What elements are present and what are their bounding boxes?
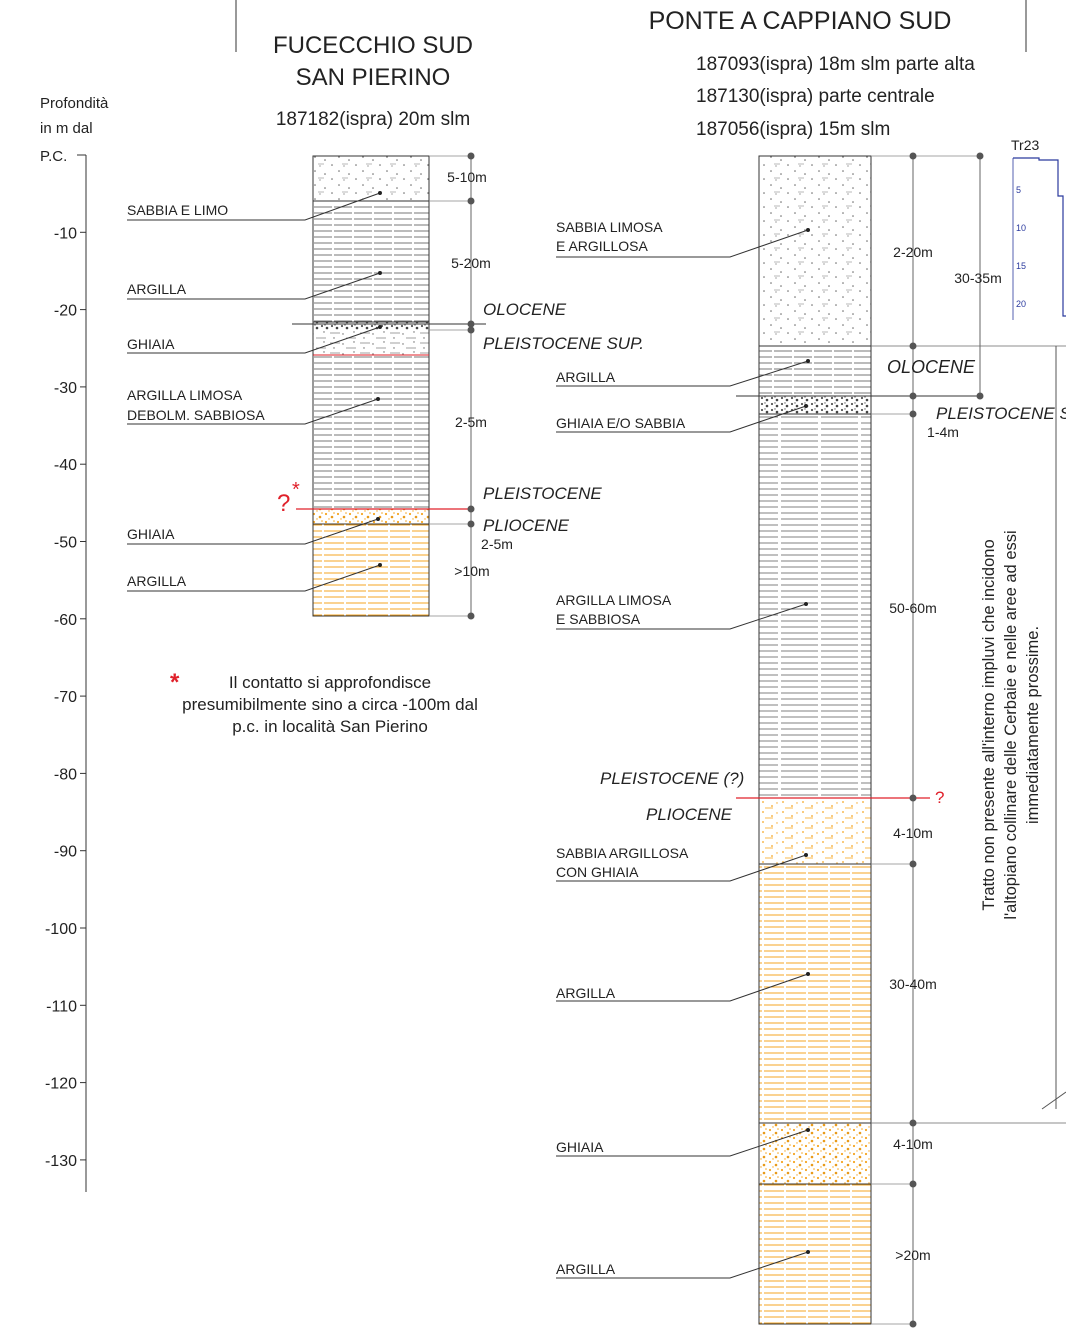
depth-tick-label: -50 (54, 535, 77, 552)
inset-tick-15: 15 (1016, 261, 1026, 271)
fuc-epoch-olocene: OLOCENE (483, 300, 567, 319)
depth-tick-label: -70 (54, 689, 77, 706)
fuc-label-ghiaia-2: GHIAIA (127, 526, 175, 542)
fuc-thick-3: 2-5m (455, 414, 487, 430)
side-note-line-3: immediatamente prossime. (1024, 626, 1042, 824)
footnote-asterisk: * (170, 669, 180, 696)
pc-label-e-sabbiosa: E SABBIOSA (556, 611, 641, 627)
ponte-title: PONTE A CAPPIANO SUD (649, 7, 952, 35)
fuc-thick-1: 5-10m (447, 169, 487, 185)
pc-epoch-pleistocene-q: PLEISTOCENE (?) (600, 769, 744, 788)
ponte-column-frame (758, 155, 872, 1325)
pc-layer-ghiaia-sabbia (759, 396, 871, 414)
depth-tick-label: -80 (54, 766, 77, 783)
fuc-layer-sabbia-limo (313, 156, 429, 201)
fuc-label-argilla-limosa: ARGILLA LIMOSA (127, 387, 243, 403)
pc-label-con-ghiaia: CON GHIAIA (556, 864, 639, 880)
footnote: * Il contatto si approfondisce presumibi… (170, 671, 480, 738)
pc-label-argilla: ARGILLA (556, 369, 616, 385)
fuc-label-sabbia-limo: SABBIA E LIMO (127, 202, 228, 218)
pc-label-argilla-limosa: ARGILLA LIMOSA (556, 592, 672, 608)
fuc-layer-ghiaia (313, 322, 429, 330)
fucecchio-title-2: SAN PIERINO (296, 64, 451, 91)
depth-axis-label-2: in m dal (40, 120, 93, 137)
fuc-epoch-pleistocene: PLEISTOCENE (483, 484, 602, 503)
pc-thick-7: 4-10m (893, 1136, 933, 1152)
fuc-thick-5: >10m (454, 563, 489, 579)
pc-label-sabbia-limosa: SABBIA LIMOSA (556, 219, 663, 235)
side-note-line-1: Tratto non presente all'interno impluvi … (980, 539, 998, 910)
depth-tick-label: -110 (46, 998, 77, 1015)
fuc-label-argilla-2: ARGILLA (127, 573, 187, 589)
depth-tick-label: -90 (54, 844, 77, 861)
side-note-line-2: l'altopiano collinare delle Cerbaie e ne… (1002, 530, 1020, 919)
pc-label-e-argillosa: E ARGILLOSA (556, 238, 648, 254)
pc-layer-sabbia-argillosa (759, 798, 871, 864)
depth-tick-label: -20 (54, 303, 77, 320)
fuc-thick-4: 2-5m (481, 536, 513, 552)
ponte-subtitle-2: 187130(ispra) parte centrale (696, 86, 935, 107)
depth-tick-label: -130 (45, 1153, 77, 1170)
pc-thick-8: >20m (895, 1247, 930, 1263)
fuc-layer-ghiaia-sand (313, 330, 429, 355)
depth-tick-label: -120 (45, 1076, 77, 1093)
pc-layer-argilla-base (759, 1184, 871, 1324)
pc-thick-5: 4-10m (893, 825, 933, 841)
pc-thick-6: 30-40m (889, 976, 936, 992)
inset-tick-20: 20 (1016, 299, 1026, 309)
pc-thick-3: 1-4m (927, 424, 959, 440)
footnote-text: Il contatto si approfondisce presumibilm… (182, 673, 478, 736)
depth-axis-label-1: Profondità (40, 95, 109, 112)
fucecchio-column-frame (312, 155, 430, 617)
pc-epoch-olocene: OLOCENE (887, 357, 976, 377)
depth-tick-label: -60 (54, 612, 77, 629)
pc-thick-2: 30-35m (954, 270, 1001, 286)
pc-label-ghiaia: GHIAIA (556, 1139, 604, 1155)
fuc-uncertain-marker: ? (277, 490, 290, 517)
depth-tick-label: -100 (45, 921, 77, 938)
fuc-thick-2: 5-20m (451, 255, 491, 271)
pc-label-ghiaia-sabbia: GHIAIA E/O SABBIA (556, 415, 686, 431)
fucecchio-subtitle: 187182(ispra) 20m slm (276, 109, 470, 130)
pc-layer-argilla-plio (759, 864, 871, 1123)
fuc-asterisk: * (292, 479, 300, 501)
pc-label-sabbia-argillosa: SABBIA ARGILLOSA (556, 845, 689, 861)
fuc-label-ghiaia: GHIAIA (127, 336, 175, 352)
pc-label-argilla-2: ARGILLA (556, 985, 616, 1001)
pc-epoch-pleistocene-s: PLEISTOCENE S (936, 404, 1066, 423)
depth-axis: Profondità in m dal P.C. -10 -20 -30 -40 -50… (40, 95, 109, 1192)
pc-thick-1: 2-20m (893, 244, 933, 260)
ponte-subtitle-1: 187093(ispra) 18m slm parte alta (696, 54, 975, 75)
depth-tick-label: -10 (54, 225, 77, 242)
side-note: Tratto non presente all'interno impluvi … (980, 530, 1042, 919)
column-ponte: PONTE A CAPPIANO SUD 187093(ispra) 18m s… (556, 7, 1066, 1328)
inset-tick-10: 10 (1016, 223, 1026, 233)
fuc-epoch-pliocene: PLIOCENE (483, 516, 570, 535)
fuc-layer-argilla-limosa (313, 355, 429, 509)
pc-label-argilla-3: ARGILLA (556, 1261, 616, 1277)
pc-thick-4: 50-60m (889, 600, 936, 616)
fucecchio-title-1: FUCECCHIO SUD (273, 32, 473, 59)
inset-title: Tr23 (1011, 137, 1039, 153)
pc-layer-ghiaia-plio (759, 1123, 871, 1184)
inset-tr23: Tr23 5 10 15 20 (1011, 137, 1066, 320)
fuc-layer-argilla (313, 201, 429, 322)
fuc-epoch-pleist-sup: PLEISTOCENE SUP. (483, 334, 644, 353)
column-fucecchio: FUCECCHIO SUD SAN PIERINO 187182(ispra) … (127, 32, 644, 620)
pc-uncertain-marker: ? (935, 788, 944, 807)
fuc-label-debolm: DEBOLM. SABBIOSA (127, 407, 265, 423)
fuc-layer-ghiaia-plio (313, 509, 429, 524)
depth-tick-label: -40 (54, 457, 77, 474)
fuc-label-argilla: ARGILLA (127, 281, 187, 297)
depth-tick-label: -30 (54, 380, 77, 397)
depth-axis-label-3: P.C. (40, 148, 67, 165)
pc-epoch-pliocene: PLIOCENE (646, 805, 733, 824)
inset-tick-5: 5 (1016, 185, 1021, 195)
ponte-subtitle-3: 187056(ispra) 15m slm (696, 119, 890, 140)
fuc-layer-argilla-plio (313, 524, 429, 616)
pc-layer-argilla-limosa (759, 414, 871, 798)
pc-layer-sabbia-limosa (759, 156, 871, 346)
